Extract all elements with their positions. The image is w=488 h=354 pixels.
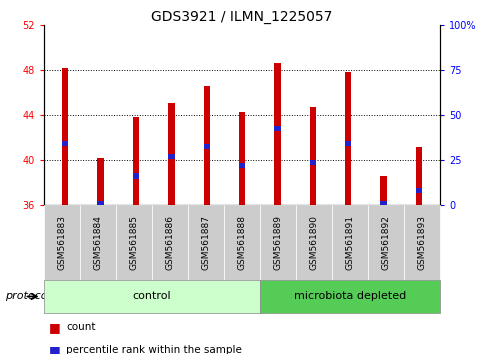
Bar: [380, 200, 386, 206]
Bar: [133, 117, 139, 205]
Bar: [274, 126, 280, 131]
Text: GSM561893: GSM561893: [417, 215, 426, 270]
Bar: [203, 144, 209, 149]
Bar: [97, 158, 103, 205]
Bar: [238, 112, 245, 205]
Text: GSM561891: GSM561891: [345, 215, 354, 270]
Text: GSM561890: GSM561890: [309, 215, 318, 270]
Text: GSM561888: GSM561888: [237, 215, 246, 270]
Text: GSM561883: GSM561883: [58, 215, 66, 270]
Bar: [133, 173, 139, 178]
Text: ■: ■: [49, 321, 61, 334]
Text: GSM561887: GSM561887: [201, 215, 210, 270]
Bar: [168, 103, 174, 205]
Text: protocol: protocol: [5, 291, 50, 302]
Bar: [344, 141, 350, 146]
Text: GSM561884: GSM561884: [93, 215, 102, 270]
Text: GSM561889: GSM561889: [273, 215, 282, 270]
Bar: [62, 141, 68, 146]
Text: GSM561885: GSM561885: [129, 215, 138, 270]
Text: microbiota depleted: microbiota depleted: [293, 291, 406, 302]
Bar: [415, 147, 421, 205]
Text: GSM561886: GSM561886: [165, 215, 174, 270]
Bar: [415, 188, 421, 193]
Bar: [309, 160, 315, 165]
Bar: [168, 154, 174, 159]
Bar: [62, 68, 68, 205]
Title: GDS3921 / ILMN_1225057: GDS3921 / ILMN_1225057: [151, 10, 332, 24]
Text: count: count: [66, 322, 95, 332]
Bar: [97, 200, 103, 206]
Text: control: control: [132, 291, 171, 302]
Text: percentile rank within the sample: percentile rank within the sample: [66, 346, 242, 354]
Bar: [203, 86, 209, 205]
Text: ■: ■: [49, 344, 61, 354]
Text: GSM561892: GSM561892: [381, 215, 390, 270]
Bar: [309, 107, 315, 205]
Bar: [380, 176, 386, 205]
Bar: [344, 72, 350, 205]
Bar: [238, 163, 245, 169]
Bar: [274, 63, 280, 205]
